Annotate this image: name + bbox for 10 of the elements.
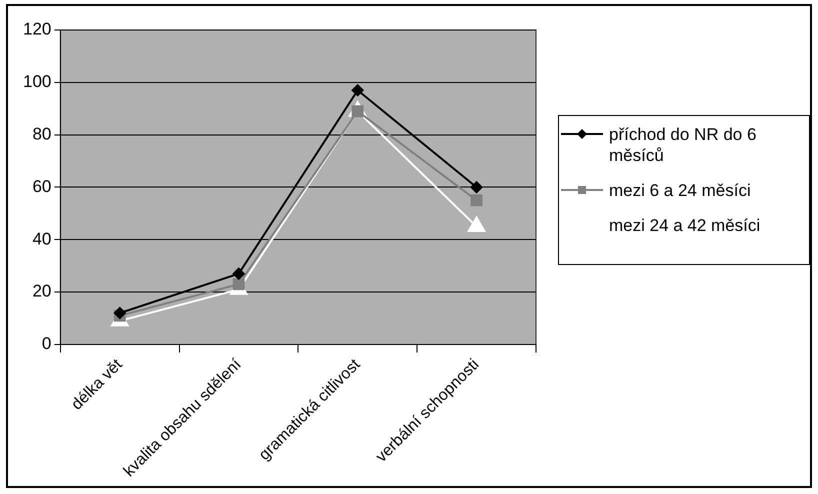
y-tick-label: 60	[32, 176, 52, 196]
y-tick-label: 80	[32, 124, 52, 144]
y-tick-label: 100	[22, 72, 52, 92]
legend-label: příchod do NR do 6 měsíců	[609, 124, 758, 166]
y-tick-label: 0	[42, 334, 52, 354]
y-tick-label: 120	[22, 20, 52, 39]
y-tick-label: 20	[32, 282, 52, 301]
y-tick-label: 40	[32, 229, 52, 248]
legend-label: mezi 6 a 24 měsíci	[609, 180, 751, 201]
text: mezi 24 a 42 měsíci	[609, 215, 760, 236]
